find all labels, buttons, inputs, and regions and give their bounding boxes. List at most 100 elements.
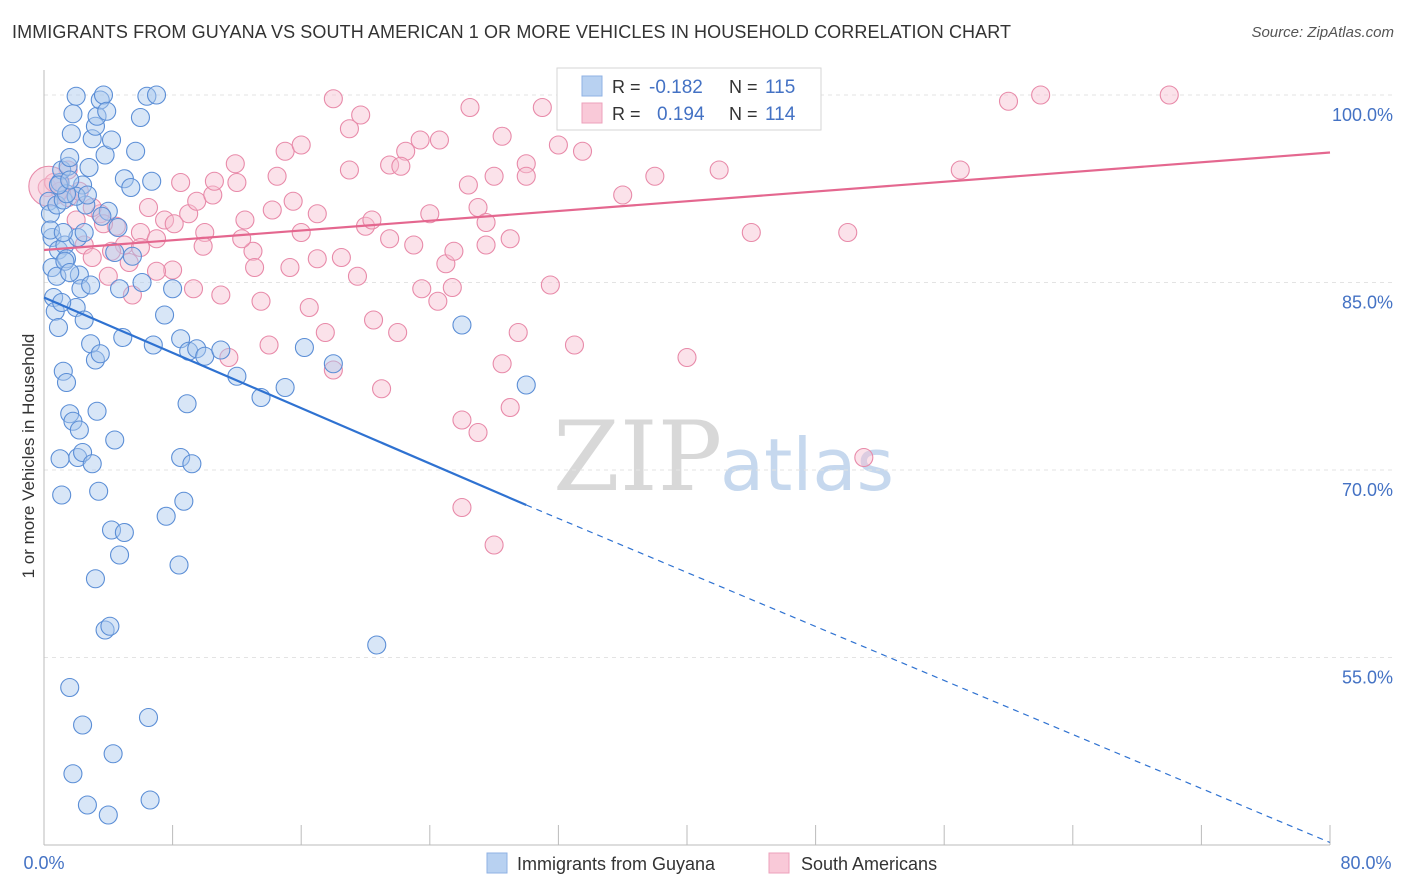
point-immigrants-guyana [85,569,105,589]
point-south-americans [243,241,263,261]
point-south-americans [219,347,239,368]
point-south-americans [155,210,175,230]
point-south-americans [164,214,184,234]
point-south-americans [98,266,118,286]
y-axis-title: 1 or more Vehicles in Household [19,334,38,579]
point-south-americans [468,422,488,443]
legend-swatch-pink [581,102,603,124]
point-immigrants-guyana [53,222,73,243]
point-immigrants-guyana [137,86,157,106]
point-south-americans [331,247,351,268]
point-immigrants-guyana [87,106,107,126]
point-south-americans [82,247,102,268]
x-ticks [43,825,1331,845]
point-south-americans [412,279,432,299]
legend-r-label-2: R = [612,104,641,124]
point-south-americans [709,160,729,180]
point-immigrants-guyana [92,206,112,226]
point-south-americans [500,397,520,418]
point-immigrants-guyana [50,449,70,469]
point-immigrants-guyana [142,171,162,191]
point-south-americans [460,97,480,118]
point-immigrants-guyana [81,275,101,295]
point-immigrants-guyana [98,805,118,825]
y-tick-label: 85.0% [1342,293,1393,313]
y-tick-label: 70.0% [1342,480,1393,500]
point-immigrants-guyana [97,101,117,121]
point-immigrants-guyana [85,116,105,136]
legend-n-value-2: 114 [765,104,796,125]
point-south-americans [429,130,449,150]
legend-swatch-blue [581,75,603,97]
legend-n-value-1: 115 [765,77,795,98]
point-immigrants-guyana [146,85,167,105]
point-immigrants-guyana [48,317,69,338]
point-immigrants-guyana [140,790,160,810]
trend-line-guyana-extrapolated [526,504,1331,844]
legend-r-value-2: 0.194 [657,104,705,125]
point-south-americans [388,322,408,343]
legend-bottom-swatch-pink [768,852,790,874]
point-immigrants-guyana [98,201,118,221]
point-immigrants-guyana [73,715,93,735]
point-immigrants-guyana [63,764,83,784]
point-immigrants-guyana [47,266,67,286]
trend-line-south-americans [43,151,1331,252]
point-immigrants-guyana [74,222,94,243]
point-south-americans [442,277,462,298]
y-tick-label: 55.0% [1342,668,1393,688]
point-south-americans [227,172,247,193]
point-south-americans [854,447,874,468]
point-south-americans [613,185,633,205]
point-immigrants-guyana [105,430,125,450]
point-south-americans [428,291,448,311]
point-south-americans [315,322,335,343]
point-south-americans [492,354,512,374]
watermark-atlas: atlas [720,423,894,507]
point-south-americans [93,214,114,234]
y-tick-label: 100.0% [1332,105,1393,125]
watermark: ZIP atlas [553,401,894,513]
point-immigrants-guyana [132,272,152,293]
point-south-americans [291,222,311,243]
point-south-americans [420,204,440,224]
point-south-americans [548,135,568,155]
point-south-americans [138,197,159,218]
point-immigrants-guyana [100,616,120,636]
point-south-americans [404,235,424,255]
point-south-americans [950,160,970,180]
point-south-americans [146,229,167,249]
point-immigrants-guyana [103,744,123,764]
watermark-zip: ZIP [553,401,722,513]
point-immigrants-guyana [48,175,69,195]
point-immigrants-guyana [55,251,75,271]
point-south-americans [323,89,343,109]
point-south-americans [508,322,528,343]
point-immigrants-guyana [114,522,134,543]
point-immigrants-guyana [367,635,387,655]
correlation-legend: R = -0.182 N = 115 R = 0.194 N = 114 [556,67,822,131]
point-south-americans [203,185,223,205]
point-immigrants-guyana [169,555,189,575]
point-immigrants-guyana [77,795,97,815]
point-immigrants-guyana [87,401,107,421]
series-immigrants-guyana [39,85,536,825]
point-south-americans [259,335,279,355]
legend-bottom-swatch-blue [486,852,508,874]
point-south-americans [396,141,416,161]
point-south-americans [275,141,295,161]
series-south-americans [28,85,1179,555]
point-south-americans [307,204,327,224]
point-immigrants-guyana [126,141,146,161]
legend-n-label-1: N = [729,77,758,97]
point-south-americans [838,222,858,243]
point-south-americans [267,166,287,186]
point-south-americans [204,171,224,191]
point-immigrants-guyana [174,491,194,511]
point-immigrants-guyana [69,420,89,440]
point-immigrants-guyana [323,354,343,374]
point-south-americans [363,310,384,330]
point-immigrants-guyana [53,361,73,381]
point-south-americans [163,260,183,280]
point-immigrants-guyana [294,337,314,358]
